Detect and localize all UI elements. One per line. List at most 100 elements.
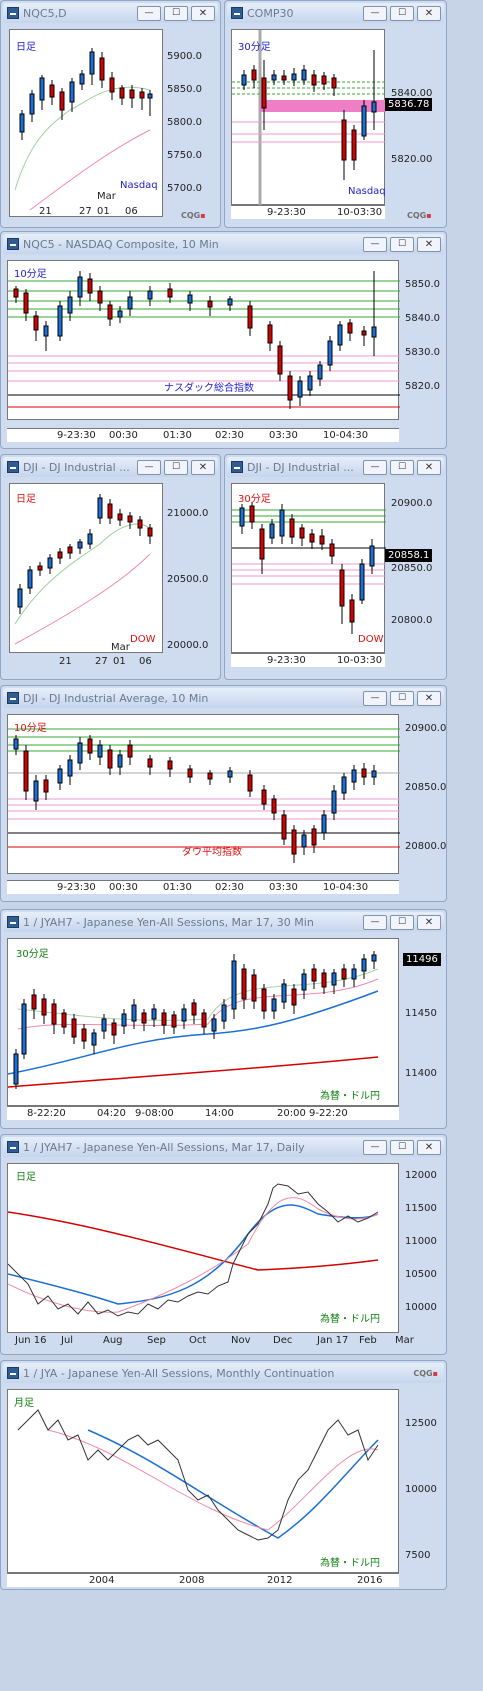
chart-icon bbox=[7, 1141, 19, 1153]
y-axis-label: 11450 bbox=[405, 1008, 437, 1019]
y-axis-label: 11400 bbox=[405, 1068, 437, 1079]
maximize-button[interactable]: ☐ bbox=[390, 236, 414, 252]
window-title: DJI - DJ Industrial ... bbox=[247, 460, 354, 474]
window-title: NQC5 - NASDAQ Composite, 10 Min bbox=[23, 237, 219, 251]
maximize-button[interactable]: ☐ bbox=[390, 914, 414, 930]
close-button[interactable]: ✕ bbox=[417, 459, 441, 475]
maximize-button[interactable]: ☐ bbox=[390, 690, 414, 706]
maximize-button[interactable]: ☐ bbox=[164, 459, 188, 475]
title-bar[interactable]: DJI - DJ Industrial Average, 10 Min — ☐ … bbox=[3, 688, 444, 708]
chart-window-dji-30min[interactable]: DJI - DJ Industrial ... — ☐ ✕ bbox=[224, 454, 447, 680]
y-axis-label: 21000.0 bbox=[167, 508, 209, 519]
chart-window-jyah7-30min[interactable]: 1 / JYAH7 - Japanese Yen-All Sessions, M… bbox=[0, 909, 447, 1129]
window-title: NQC5,D bbox=[23, 6, 67, 20]
x-axis-label: 21 bbox=[39, 206, 52, 217]
symbol-watermark: Nasdaq bbox=[348, 186, 386, 197]
y-axis-label: 5900.0 bbox=[167, 51, 202, 62]
symbol-watermark: Nasdaq bbox=[120, 180, 158, 191]
y-axis-label: 5800.0 bbox=[167, 117, 202, 128]
symbol-watermark: 為替・ドル円 bbox=[320, 1091, 380, 1102]
close-button[interactable]: ✕ bbox=[417, 690, 441, 706]
last-price-badge: 20858.1 bbox=[385, 549, 433, 562]
title-bar[interactable]: COMP30 — ☐ ✕ bbox=[227, 3, 444, 23]
minimize-button[interactable]: — bbox=[363, 459, 387, 475]
title-bar[interactable]: NQC5,D — ☐ ✕ bbox=[3, 3, 218, 23]
chart-window-jyah7-daily[interactable]: 1 / JYAH7 - Japanese Yen-All Sessions, M… bbox=[0, 1134, 447, 1355]
chart-area[interactable]: 日足 DOW bbox=[9, 483, 163, 653]
x-axis bbox=[7, 428, 399, 442]
close-button[interactable]: ✕ bbox=[191, 5, 215, 21]
minimize-button[interactable]: — bbox=[137, 459, 161, 475]
chart-area[interactable]: 30分足 DOW bbox=[231, 483, 386, 653]
y-axis-label: 12000 bbox=[405, 1170, 437, 1181]
index-watermark: ナスダック総合指数 bbox=[164, 383, 254, 394]
y-axis-label: 5850.0 bbox=[405, 279, 440, 290]
minimize-button[interactable]: — bbox=[137, 5, 161, 21]
x-axis-label: 04:20 bbox=[97, 1108, 126, 1119]
x-axis-label: 06 bbox=[139, 656, 152, 667]
x-axis-label: 06 bbox=[125, 206, 138, 217]
x-axis-label: 2008 bbox=[179, 1575, 205, 1586]
chart-window-nasdaq-10min[interactable]: NQC5 - NASDAQ Composite, 10 Min — ☐ ✕ bbox=[0, 231, 447, 449]
chart-area[interactable]: 月足 為替・ドル円 bbox=[7, 1389, 399, 1573]
symbol-watermark: DOW bbox=[130, 634, 156, 645]
chart-window-dji-10min[interactable]: DJI - DJ Industrial Average, 10 Min — ☐ … bbox=[0, 685, 447, 902]
y-axis-label: 20000.0 bbox=[167, 640, 209, 651]
x-axis-label: 9-08:00 bbox=[135, 1108, 174, 1119]
maximize-button[interactable]: ☐ bbox=[390, 459, 414, 475]
x-axis-sublabel: Mar bbox=[111, 642, 130, 653]
close-button[interactable]: ✕ bbox=[417, 5, 441, 21]
maximize-button[interactable]: ☐ bbox=[164, 5, 188, 21]
y-axis-label: 20900.0 bbox=[405, 723, 447, 734]
price-plot bbox=[14, 494, 153, 645]
y-axis-label: 5840.0 bbox=[405, 313, 440, 324]
chart-area[interactable]: 日足 為替・ドル円 bbox=[7, 1163, 399, 1333]
title-bar[interactable]: 1 / JYAH7 - Japanese Yen-All Sessions, M… bbox=[3, 1137, 444, 1157]
x-axis-label: Dec bbox=[273, 1335, 293, 1346]
chart-window-nqc5-daily[interactable]: NQC5,D — ☐ ✕ 日 bbox=[0, 0, 221, 228]
y-axis-label: 20500.0 bbox=[167, 574, 209, 585]
minimize-button[interactable]: — bbox=[363, 5, 387, 21]
title-bar[interactable]: 1 / JYA - Japanese Yen-All Sessions, Mon… bbox=[3, 1363, 444, 1383]
maximize-button[interactable]: ☐ bbox=[390, 1139, 414, 1155]
chart-window-jya-monthly[interactable]: 1 / JYA - Japanese Yen-All Sessions, Mon… bbox=[0, 1360, 447, 1590]
chart-area[interactable]: 日足 Nasdaq bbox=[9, 29, 163, 217]
timeframe-label: 10分足 bbox=[14, 269, 47, 280]
chart-area[interactable]: 30分足 Nasdaq bbox=[231, 29, 386, 206]
symbol-watermark: 為替・ドル円 bbox=[320, 1314, 380, 1325]
title-bar[interactable]: DJI - DJ Industrial ... — ☐ ✕ bbox=[3, 457, 218, 477]
x-axis-label: 9-23:30 bbox=[57, 882, 96, 893]
maximize-button[interactable]: ☐ bbox=[390, 5, 414, 21]
price-plot bbox=[232, 30, 386, 206]
chart-area[interactable]: 30分足 為替・ドル円 bbox=[7, 938, 399, 1106]
index-watermark: ダウ平均指数 bbox=[182, 847, 242, 858]
close-button[interactable]: ✕ bbox=[417, 1139, 441, 1155]
x-axis-label: 2012 bbox=[267, 1575, 293, 1586]
chart-icon bbox=[231, 7, 243, 19]
minimize-button[interactable]: — bbox=[363, 690, 387, 706]
close-button[interactable]: ✕ bbox=[417, 236, 441, 252]
minimize-button[interactable]: — bbox=[363, 1139, 387, 1155]
chart-icon bbox=[7, 916, 19, 928]
window-title: DJI - DJ Industrial ... bbox=[23, 460, 130, 474]
minimize-button[interactable]: — bbox=[363, 914, 387, 930]
price-plot bbox=[8, 728, 400, 863]
chart-area[interactable]: 10分足 ナスダック総合指数 bbox=[7, 260, 400, 420]
y-axis-label: 12500 bbox=[405, 1418, 437, 1429]
close-button[interactable]: ✕ bbox=[191, 459, 215, 475]
chart-window-dji-daily[interactable]: DJI - DJ Industrial ... — ☐ ✕ bbox=[0, 454, 221, 680]
x-axis-label: 27 bbox=[95, 656, 108, 667]
title-bar[interactable]: NQC5 - NASDAQ Composite, 10 Min — ☐ ✕ bbox=[3, 234, 444, 254]
x-axis-label: 21 bbox=[59, 656, 72, 667]
price-plot bbox=[14, 48, 153, 211]
title-bar[interactable]: DJI - DJ Industrial ... — ☐ ✕ bbox=[227, 457, 444, 477]
minimize-button[interactable]: — bbox=[363, 236, 387, 252]
timeframe-label: 日足 bbox=[16, 1172, 36, 1183]
close-button[interactable]: ✕ bbox=[417, 914, 441, 930]
x-axis-label: 00:30 bbox=[109, 430, 138, 441]
chart-window-comp30[interactable]: COMP30 — ☐ ✕ bbox=[224, 0, 447, 228]
x-axis-label: 03:30 bbox=[269, 430, 298, 441]
x-axis-label: 27 bbox=[79, 206, 92, 217]
title-bar[interactable]: 1 / JYAH7 - Japanese Yen-All Sessions, M… bbox=[3, 912, 444, 932]
chart-area[interactable]: 10分足 ダウ平均指数 bbox=[7, 714, 400, 874]
